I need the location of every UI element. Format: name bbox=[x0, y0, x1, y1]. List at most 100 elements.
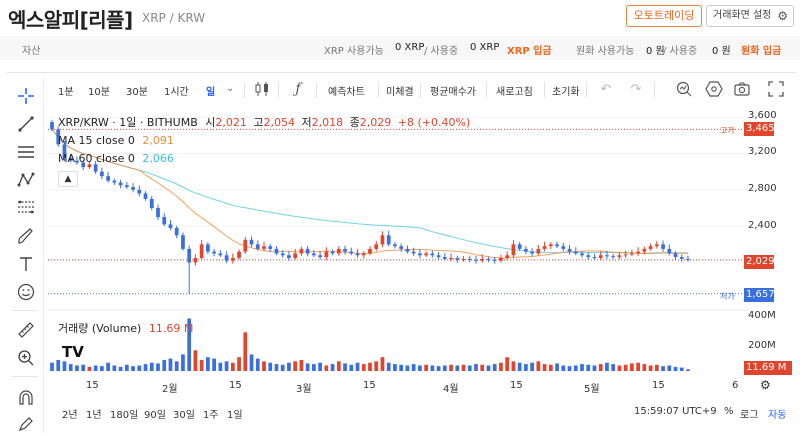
interval-30min[interactable]: 30분 bbox=[126, 87, 148, 98]
candlestick-type-icon[interactable] bbox=[252, 80, 272, 100]
volume-bar bbox=[274, 364, 279, 371]
interval-1min[interactable]: 1분 bbox=[58, 87, 74, 98]
candle-body bbox=[112, 180, 117, 183]
log-toggle[interactable]: 로그 bbox=[740, 410, 759, 421]
volume-bar bbox=[75, 365, 79, 371]
volume-bar bbox=[56, 359, 61, 371]
range-bar: 2년 1년 180일 90일 30일 1주 1일 15:59:07 UTC+9 … bbox=[48, 402, 796, 424]
undo-icon[interactable]: ↶ bbox=[600, 82, 612, 97]
candle-body bbox=[87, 164, 92, 168]
candle-body bbox=[124, 185, 129, 188]
avg-buy-price-button[interactable]: 평균매수가 bbox=[430, 87, 476, 98]
candle-body bbox=[399, 246, 404, 249]
candle-body bbox=[324, 251, 329, 258]
close-label: 종 bbox=[349, 116, 360, 129]
ma15-legend: MA 15 close 0 2,091 bbox=[58, 134, 174, 147]
legend-collapse-button[interactable]: ▲ bbox=[58, 171, 78, 187]
pattern-icon[interactable] bbox=[16, 170, 36, 190]
volume-bar bbox=[168, 358, 173, 371]
krw-deposit-link[interactable]: 원화 입금 bbox=[741, 46, 782, 57]
auto-scale-toggle[interactable]: 자동 bbox=[768, 410, 787, 421]
zoom-in-icon[interactable] bbox=[16, 348, 36, 368]
price-chart[interactable] bbox=[48, 108, 748, 376]
volume-bar bbox=[156, 363, 160, 371]
candle-body bbox=[343, 248, 347, 252]
toolbar-divider bbox=[486, 82, 487, 98]
brush-icon[interactable] bbox=[16, 226, 36, 246]
range-2y[interactable]: 2년 bbox=[62, 410, 78, 421]
magnify-chart-icon[interactable] bbox=[674, 80, 694, 100]
volume-bar bbox=[436, 366, 441, 371]
candle-body bbox=[573, 251, 578, 254]
candle-body bbox=[181, 235, 185, 249]
text-icon[interactable] bbox=[16, 254, 36, 274]
candle-body bbox=[679, 257, 684, 259]
change-value: +8 (+0.40%) bbox=[397, 116, 471, 129]
low-value: 2,018 bbox=[311, 116, 344, 129]
fullscreen-icon[interactable] bbox=[766, 80, 786, 100]
reset-button[interactable]: 초기화 bbox=[552, 87, 580, 98]
volume-bar bbox=[187, 318, 192, 371]
screen-settings-button[interactable]: 거래화면 설정 ⚙ bbox=[706, 5, 794, 27]
volume-bar bbox=[355, 362, 360, 371]
volume-bar bbox=[287, 362, 291, 371]
unfilled-orders-button[interactable]: 미체결 bbox=[386, 87, 414, 98]
toolbar-divider bbox=[378, 82, 379, 98]
ruler-icon[interactable] bbox=[16, 320, 36, 340]
percent-toggle[interactable]: % bbox=[724, 406, 734, 417]
candle-body bbox=[667, 248, 672, 254]
crosshair-icon[interactable] bbox=[16, 86, 36, 106]
range-1y[interactable]: 1년 bbox=[86, 410, 102, 421]
volume-bar bbox=[330, 364, 335, 371]
horizontal-lines-icon[interactable] bbox=[16, 142, 36, 162]
refresh-button[interactable]: 새로고침 bbox=[496, 87, 533, 98]
volume-bar bbox=[81, 364, 86, 371]
interval-1hour[interactable]: 1시간 bbox=[164, 87, 189, 98]
volume-bar bbox=[492, 364, 497, 371]
candle-body bbox=[193, 258, 198, 263]
range-180d[interactable]: 180일 bbox=[110, 410, 139, 421]
candle-body bbox=[318, 255, 322, 258]
xrp-available-label: XRP 사용가능 bbox=[324, 46, 384, 57]
range-1w[interactable]: 1주 bbox=[203, 410, 219, 421]
auto-trade-button[interactable]: 오토트레이딩 bbox=[626, 5, 702, 27]
interval-10min[interactable]: 10분 bbox=[88, 87, 110, 98]
emoji-icon[interactable] bbox=[16, 282, 36, 302]
trend-line-icon[interactable] bbox=[16, 114, 36, 134]
candle-body bbox=[555, 244, 559, 247]
volume-bar bbox=[586, 364, 591, 371]
candle-body bbox=[486, 258, 491, 260]
volume-bar bbox=[50, 362, 54, 371]
volume-bar bbox=[181, 354, 185, 371]
volume-bar bbox=[224, 361, 229, 371]
pencil-icon[interactable] bbox=[16, 414, 36, 434]
high-price-tag: 3,465 bbox=[744, 122, 775, 136]
range-30d[interactable]: 30일 bbox=[173, 410, 195, 421]
volume-bar bbox=[393, 364, 397, 371]
volume-bar bbox=[93, 365, 98, 371]
fibonacci-icon[interactable] bbox=[16, 198, 36, 218]
chevron-down-icon[interactable]: ⌄ bbox=[226, 83, 235, 94]
range-1d[interactable]: 1일 bbox=[227, 410, 243, 421]
magnet-icon[interactable] bbox=[16, 388, 36, 408]
candle-body bbox=[517, 244, 522, 249]
volume-bar bbox=[442, 365, 447, 371]
indicators-icon[interactable]: ƒ bbox=[295, 81, 301, 97]
vol-tick: 400M bbox=[748, 310, 776, 321]
camera-icon[interactable] bbox=[732, 80, 752, 100]
settings-hex-icon[interactable] bbox=[704, 80, 724, 100]
xrp-deposit-link[interactable]: XRP 입금 bbox=[507, 46, 552, 57]
candle-body bbox=[380, 235, 385, 245]
candle-body bbox=[106, 176, 110, 181]
volume-bar bbox=[592, 365, 597, 371]
interval-day[interactable]: 일 bbox=[206, 87, 216, 98]
prediction-chart-button[interactable]: 예측차트 bbox=[328, 87, 365, 98]
axis-settings-icon[interactable]: ⚙ bbox=[760, 378, 771, 392]
y-tick: 2,800 bbox=[748, 183, 777, 194]
range-90d[interactable]: 90일 bbox=[144, 410, 166, 421]
candle-body bbox=[654, 244, 659, 247]
redo-icon[interactable]: ↷ bbox=[630, 82, 642, 97]
candle-body bbox=[156, 208, 160, 218]
volume-bar bbox=[530, 362, 534, 371]
toolbar-divider bbox=[316, 82, 317, 98]
